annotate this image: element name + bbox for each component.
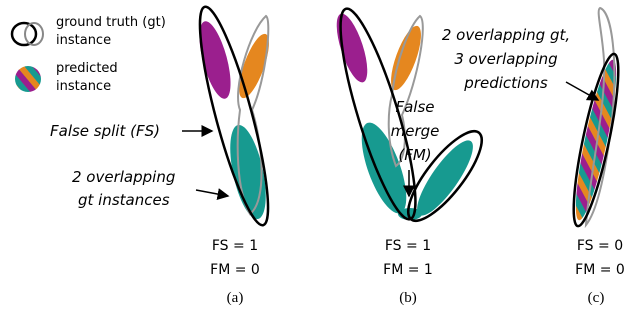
caption: (b) (399, 290, 417, 306)
annotation: False (395, 98, 434, 116)
annotation: False split (FS) (50, 122, 160, 140)
metric: FS = 1 (212, 238, 258, 254)
annotation: predictions (463, 74, 548, 92)
annotation: 3 overlapping (454, 50, 557, 68)
legend-text: instance (56, 33, 111, 48)
legend: ground truth (gt) instance predicted ins… (12, 15, 166, 94)
annotation: merge (391, 122, 440, 140)
figure: ground truth (gt) instance predicted ins… (0, 0, 637, 311)
annotation: (FM) (398, 146, 431, 164)
legend-text: ground truth (gt) (56, 15, 166, 30)
metric: FM = 0 (575, 262, 625, 278)
metric: FS = 0 (577, 238, 623, 254)
annotation: 2 overlapping (72, 168, 175, 186)
caption: (a) (227, 290, 244, 306)
metric: FM = 1 (383, 262, 433, 278)
caption: (c) (588, 290, 605, 306)
annotation: 2 overlapping gt, (442, 26, 570, 44)
panel-b: False merge (FM) FS = 1 FM = 1 (b) (327, 3, 493, 306)
legend-text: predicted (56, 61, 118, 76)
metric: FS = 1 (385, 238, 431, 254)
legend-text: instance (56, 79, 111, 94)
metric: FM = 0 (210, 262, 260, 278)
annotation: gt instances (78, 191, 170, 209)
